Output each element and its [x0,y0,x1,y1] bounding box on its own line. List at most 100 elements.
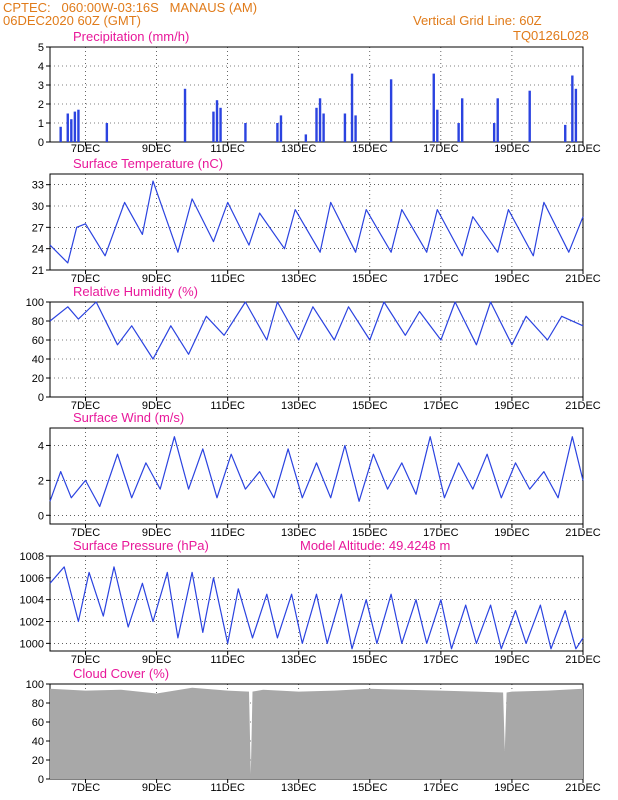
y-tick-label: 21 [32,265,44,277]
precip-bar [574,88,578,142]
y-tick-label: 0 [38,510,44,522]
header-run-date: 06DEC2020 60Z (GMT) [3,13,141,28]
precip-bar [279,115,283,142]
y-tick-label: 0 [38,392,44,404]
panel-title: Cloud Cover (%) [73,666,169,681]
x-tick-label: 21DEC [565,527,601,539]
x-tick-label: 13DEC [281,527,317,539]
y-tick-label: 30 [32,201,44,213]
y-tick-label: 100 [26,679,44,691]
x-tick-label: 17DEC [423,654,459,666]
precip-bar [460,98,464,142]
header-code: TQ0126L028 [513,28,589,43]
x-tick-label: 11DEC [210,143,245,155]
y-tick-label: 80 [32,316,44,328]
cloud-area [50,687,583,779]
precip-bar [66,113,69,142]
x-tick-label: 9DEC [142,654,171,666]
panel-title: Surface Wind (m/s) [73,410,184,425]
panel-frame [49,427,584,525]
y-tick-label: 20 [32,373,44,385]
precip-bar [528,90,531,142]
x-tick-label: 15DEC [352,400,388,412]
series-line [49,436,584,508]
y-tick-label: 2 [38,99,44,111]
x-tick-label: 17DEC [423,527,459,539]
y-tick-label: 100 [26,297,44,309]
x-tick-label: 17DEC [423,782,459,794]
x-tick-label: 19DEC [494,654,530,666]
precip-bar [315,107,318,142]
x-tick-label: 7DEC [71,400,100,412]
y-tick-label: 5 [38,42,44,54]
x-tick-label: 7DEC [71,654,100,666]
x-tick-label: 11DEC [210,782,245,794]
x-tick-label: 13DEC [281,400,317,412]
y-tick-label: 20 [32,755,44,767]
x-tick-label: 13DEC [281,782,317,794]
y-tick-label: 1006 [20,573,44,585]
x-tick-label: 11DEC [210,527,245,539]
x-tick-label: 21DEC [565,654,601,666]
x-tick-label: 21DEC [565,273,601,285]
precip-bar [457,123,460,142]
y-tick-label: 2 [38,475,44,487]
precip-bar [212,111,215,142]
panel-title: Precipitation (mm/h) [73,29,189,44]
x-tick-label: 7DEC [71,273,100,285]
y-tick-label: 60 [32,335,44,347]
series-line [49,566,584,650]
x-tick-label: 9DEC [142,143,171,155]
panel-4 [46,555,584,655]
precip-bar [571,75,574,142]
precip-bar [354,115,357,142]
panel-title: Surface Pressure (hPa) [73,538,209,553]
precip-bar [219,107,222,142]
precip-bar [77,109,80,142]
precip-bar [564,124,567,142]
y-tick-label: 1000 [20,638,44,650]
panel-frame [49,555,584,652]
x-tick-label: 9DEC [142,400,171,412]
x-tick-label: 13DEC [281,654,317,666]
precip-bar [105,123,109,142]
x-tick-label: 17DEC [423,400,459,412]
y-tick-label: 0 [38,137,44,149]
precip-bar [436,109,439,142]
x-tick-label: 7DEC [71,527,100,539]
y-tick-label: 1008 [20,551,44,563]
y-tick-label: 80 [32,698,44,710]
x-tick-label: 13DEC [281,273,317,285]
panel-3 [46,427,584,528]
x-tick-label: 15DEC [352,654,388,666]
precip-bar [183,88,187,142]
header-grid-note: Vertical Grid Line: 60Z [413,13,542,28]
panel-frame [49,301,584,398]
x-tick-label: 21DEC [565,782,601,794]
x-tick-label: 15DEC [352,527,388,539]
panel-frame [49,173,584,271]
x-tick-label: 15DEC [352,143,388,155]
series-line [49,180,584,264]
y-tick-label: 0 [38,774,44,786]
precip-bar [318,98,322,142]
x-tick-label: 11DEC [210,654,245,666]
x-tick-label: 19DEC [494,400,530,412]
x-tick-label: 17DEC [423,273,459,285]
precip-bar [70,119,73,142]
header-station: CPTEC: 060:00W-03:16S MANAUS (AM) [3,0,258,15]
x-tick-label: 19DEC [494,143,530,155]
y-tick-label: 40 [32,354,44,366]
panel-2 [46,301,584,401]
y-tick-label: 4 [38,440,44,452]
panel-1 [46,173,584,274]
y-tick-label: 1002 [20,617,44,629]
panel-5 [46,683,584,783]
x-tick-label: 19DEC [494,527,530,539]
y-tick-label: 1004 [20,595,44,607]
y-tick-label: 40 [32,736,44,748]
precip-bar [59,126,62,142]
precip-bar [343,113,347,142]
x-tick-label: 13DEC [281,143,317,155]
x-tick-label: 11DEC [210,273,245,285]
